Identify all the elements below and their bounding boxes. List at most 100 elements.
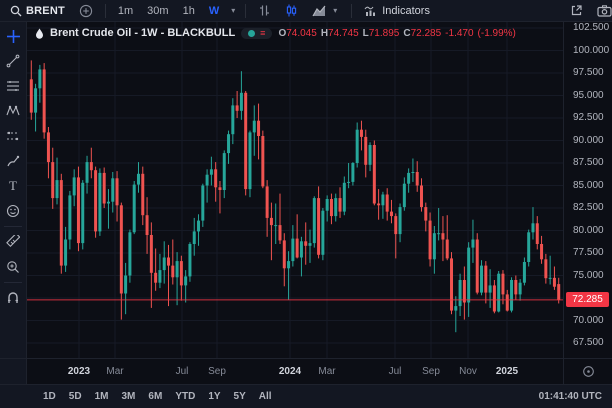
symbol-search-button[interactable]: BRENT [6,3,69,19]
interval-1w-button[interactable]: W [208,4,220,17]
interval-30m-button[interactable]: 30m [147,4,169,17]
price-axis-label: 92.500 [573,112,604,123]
price-axis-label: 70.000 [573,314,604,326]
interval-dropdown-chevron-icon[interactable]: ▾ [231,6,236,15]
text-tool-button[interactable]: T [4,178,22,194]
smiley-icon [6,204,20,218]
toolbar-separator [104,3,106,18]
time-axis-label: Nov [459,366,477,377]
toolbar-divider [4,226,22,227]
ruler-icon [6,235,20,248]
forecast-icon [7,131,19,141]
price-axis-label: 100.000 [573,44,610,56]
price-axis-label: 67.500 [573,337,604,348]
change-value: -1.470 [445,27,474,39]
zoom-in-icon [7,261,19,273]
top-toolbar: BRENT 1m 30m 1h W ▾ ▾ Indicators [0,0,612,22]
price-axis-label: 80.000 [573,224,604,236]
xabcd-pattern-icon [6,105,20,116]
zoom-in-tool-button[interactable] [4,259,22,275]
price-axis-label: 102.500 [573,22,610,33]
bottom-toolbar: 1D 5D 1M 3M 6M YTD 1Y 5Y All 01:41:40 UT… [0,384,612,408]
bar-style-button[interactable] [254,2,275,19]
clock-utc[interactable]: 01:41:40 UTC [538,391,602,402]
range-6m-button[interactable]: 6M [148,391,163,402]
compare-add-button[interactable] [75,2,97,20]
snapshot-button[interactable] [593,3,612,19]
legend-menu-icon[interactable]: ≡ [260,27,266,38]
range-3m-button[interactable]: 3M [121,391,136,402]
forecast-tool-button[interactable] [4,128,22,144]
xabcd-pattern-tool-button[interactable] [4,103,22,119]
time-axis-label: 2025 [495,366,519,377]
toolbar-separator [245,3,247,18]
axis-corner [563,359,612,384]
area-chart-icon [312,5,326,16]
indicators-label: Indicators [382,4,430,17]
search-icon [10,5,22,16]
price-axis-label: 95.000 [573,89,604,101]
fib-retracement-tool-button[interactable] [4,78,22,94]
crosshair-tool-button[interactable] [4,28,22,44]
price-axis-label: 87.500 [573,157,604,168]
open-in-new-window-button[interactable] [566,2,587,19]
visibility-toggle-icon[interactable] [248,29,256,37]
hollow-candles-icon [287,4,297,17]
brush-tool-button[interactable] [4,153,22,169]
ohlc-readout: O74.045 H74.745 L71.895 C72.285 -1.470 (… [278,27,516,39]
price-axis-label: 82.500 [573,202,604,213]
range-5y-button[interactable]: 5Y [233,391,246,402]
low-value: 71.895 [368,27,400,39]
scale-settings-icon[interactable] [582,365,595,378]
drawing-toolbar: T [0,22,27,358]
area-chart-style-button[interactable]: ▾ [308,3,343,19]
time-axis-label: 2023 [67,366,91,377]
candlestick-chart[interactable] [27,22,563,358]
time-axis[interactable]: 2023 Mar Jul Sep 2024 Mar Jul Sep Nov 2025 [27,359,563,384]
chart-style-dropdown-chevron-icon[interactable]: ▾ [333,6,338,15]
brush-icon [7,155,20,167]
toolbar-divider [4,282,22,283]
add-symbol-icon [79,4,93,17]
range-ytd-button[interactable]: YTD [175,391,196,402]
price-axis[interactable]: 72.285 102.500 100.000 97.500 95.000 92.500 9… [563,22,612,358]
emoji-tool-button[interactable] [4,203,22,219]
open-in-new-window-icon [571,5,582,16]
price-label: 72.285 [566,291,609,307]
symbol-name: BRENT [26,4,65,17]
measure-tool-button[interactable] [4,234,22,250]
high-value: 74.745 [328,27,359,39]
range-all-button[interactable]: All [258,391,272,402]
chart-legend: Brent Crude Oil - 1W - BLACKBULL ≡ O74.0… [35,27,516,39]
range-1m-button[interactable]: 1M [94,391,109,402]
chart-main-row: T Brent Crude Oil - 1W - BLACKBULL [0,22,612,358]
time-axis-label: Jul [388,366,402,377]
time-axis-label: Sep [422,366,440,377]
legend-title[interactable]: Brent Crude Oil - 1W - BLACKBULL [50,27,236,39]
open-value: 74.045 [286,27,317,39]
fib-retracement-icon [7,81,19,91]
text-tool-icon: T [9,178,17,193]
price-axis-label: 90.000 [573,134,604,146]
magnet-icon [8,292,18,303]
indicators-button[interactable]: Indicators [360,3,434,19]
price-axis-label: 75.000 [573,269,604,281]
time-axis-label: Jul [175,366,189,377]
trend-line-tool-button[interactable] [4,53,22,69]
range-1d-button[interactable]: 1D [43,391,56,402]
range-1y-button[interactable]: 1Y [208,391,221,402]
time-axis-label: 2024 [278,366,302,377]
time-axis-label: Mar [106,366,124,377]
price-axis-label: 97.500 [573,67,604,78]
magnet-tool-button[interactable] [4,290,22,306]
interval-1m-button[interactable]: 1m [117,4,134,17]
trend-line-icon [6,54,20,68]
price-axis-label: 77.500 [573,247,604,258]
indicators-icon [364,6,376,16]
interval-1h-button[interactable]: 1h [182,4,195,17]
price-axis-label: 85.000 [573,179,604,191]
hollow-candles-button[interactable] [281,2,302,19]
range-5d-button[interactable]: 5D [68,391,82,402]
chart-pane[interactable]: Brent Crude Oil - 1W - BLACKBULL ≡ O74.0… [27,22,563,358]
symbol-logo-icon [36,28,43,39]
